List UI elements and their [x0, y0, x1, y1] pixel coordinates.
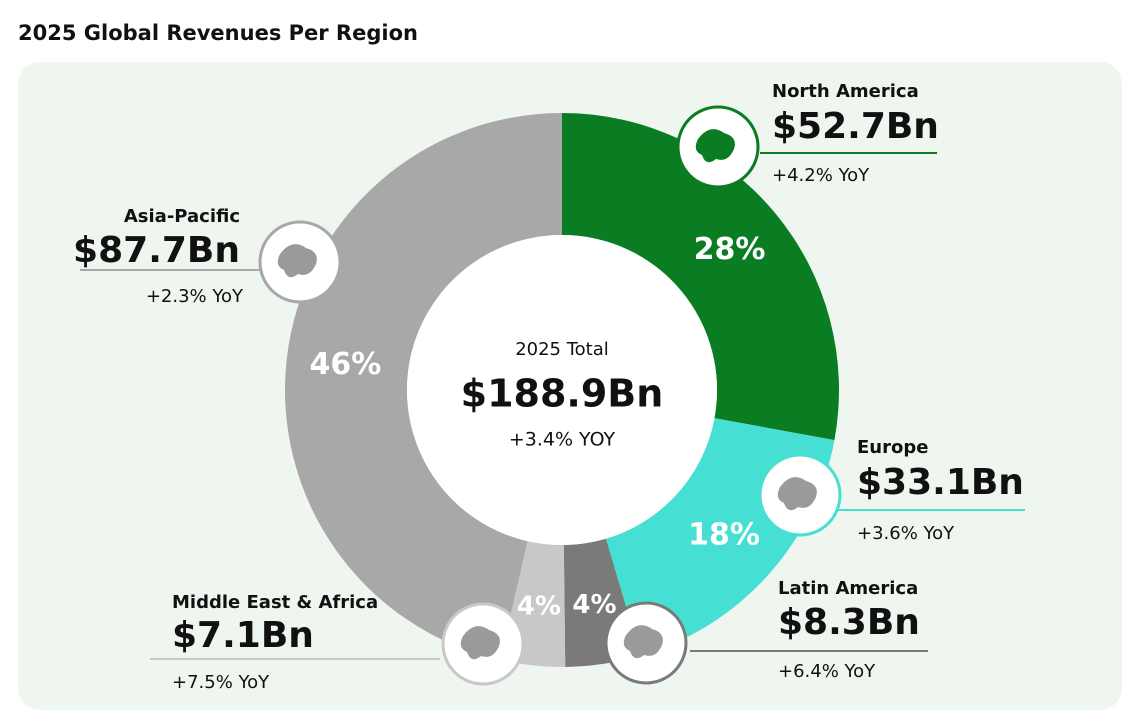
region-value: $33.1Bn: [857, 462, 1024, 503]
callouts: North America $52.7Bn +4.2% YoY Europe $33.1…: [73, 81, 1025, 693]
region-value: $87.7Bn: [73, 230, 240, 271]
share-label: 4%: [517, 591, 561, 621]
region-map: [277, 244, 317, 278]
region-value: $8.3Bn: [778, 602, 920, 643]
donut-slice: [285, 113, 562, 661]
region-name: Asia-Pacific: [124, 206, 240, 227]
region-value: $7.1Bn: [172, 615, 314, 656]
donut-hole: [407, 235, 717, 545]
region-value: $52.7Bn: [772, 106, 939, 147]
region-name: Europe: [857, 437, 928, 458]
region-map: [460, 626, 500, 660]
donut-slice: [562, 113, 839, 441]
chart-title: 2025 Global Revenues Per Region: [18, 21, 418, 45]
region-name: Middle East & Africa: [172, 592, 378, 613]
region-map: [623, 625, 663, 659]
share-label: 4%: [572, 590, 616, 620]
region-name: Latin America: [778, 578, 918, 599]
share-label: 46%: [309, 347, 381, 382]
region-yoy: +3.6% YoY: [857, 523, 955, 544]
center-value: $188.9Bn: [461, 372, 664, 416]
region-yoy: +4.2% YoY: [772, 165, 870, 186]
region-yoy: +6.4% YoY: [778, 661, 876, 682]
center-change: +3.4% YOY: [509, 429, 616, 451]
share-label: 28%: [694, 232, 766, 267]
region-map: [695, 129, 735, 163]
share-label: 18%: [688, 517, 760, 552]
region-map: [777, 477, 817, 511]
region-yoy: +2.3% YoY: [146, 286, 244, 307]
region-yoy: +7.5% YoY: [172, 672, 270, 693]
region-name: North America: [772, 81, 919, 102]
center-label: 2025 Total: [515, 339, 609, 360]
